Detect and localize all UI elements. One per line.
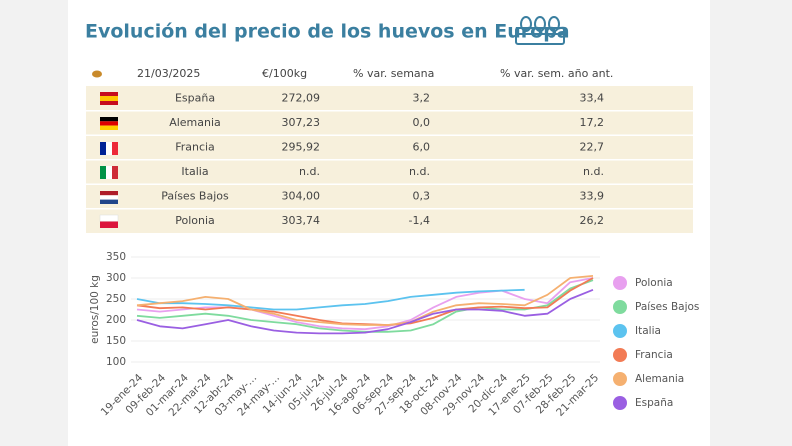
table-cell: n.d. [583,165,604,178]
y-tick-label: 150 [106,335,126,347]
series-line [136,288,525,311]
y-tick-label: 350 [106,251,126,263]
legend-label: Alemania [635,373,684,385]
legend-label: Polonia [635,277,673,289]
table-cell: 26,2 [580,214,605,227]
y-tick-label: 250 [106,293,126,305]
legend-label: Francia [635,349,673,361]
table-cell: 307,23 [282,116,321,129]
table-cell: 33,9 [580,190,605,203]
table-cell: 3,2 [413,92,431,105]
table-cell: España [175,92,215,105]
table-cell: Países Bajos [161,190,229,203]
column-header: 21/03/2025 [137,67,200,80]
y-tick-label: 100 [106,356,126,368]
column-header: % var. sem. año ant. [500,67,613,80]
table-cell: 295,92 [282,141,321,154]
table-cell: 0,3 [413,190,431,203]
table-cell: 303,74 [282,214,321,227]
column-header: % var. semana [353,67,434,80]
y-tick-label: 200 [106,314,126,326]
series-line [136,275,594,326]
table-cell: 6,0 [413,141,431,154]
table-cell: Francia [175,141,215,154]
table-cell: Polonia [175,214,215,227]
table-cell: n.d. [409,165,430,178]
legend-swatch [613,324,627,338]
legend-label: Países Bajos [635,301,699,313]
table-cell: 33,4 [580,92,605,105]
egg-icon [515,16,565,45]
table-cell: 22,7 [580,141,605,154]
legend-swatch [613,396,627,410]
table-cell: Alemania [169,116,221,129]
y-axis-label: euros/100 kg [89,275,101,344]
legend-label: Italia [635,325,661,337]
flags [99,92,119,228]
legend-label: España [635,397,673,409]
table-cell: Italia [181,165,208,178]
table-cell: n.d. [299,165,320,178]
table: 21/03/2025 €/100kg % var. semana % var. sem… [86,67,693,227]
column-header: €/100kg [262,67,307,80]
series-line [136,277,594,331]
legend-swatch [613,300,627,314]
legend-swatch [613,348,627,362]
table-cell: 17,2 [580,116,605,129]
table-cell: 0,0 [413,116,431,129]
table-cell: 272,09 [282,92,321,105]
table-cell: -1,4 [409,214,430,227]
series-line [136,288,594,335]
legend-swatch [613,372,627,386]
table-cell: 304,00 [282,190,321,203]
table-icon [92,70,102,78]
legend-swatch [613,276,627,290]
y-tick-label: 300 [106,272,126,284]
page-title: Evolución del precio de los huevos en Eu… [85,21,570,43]
